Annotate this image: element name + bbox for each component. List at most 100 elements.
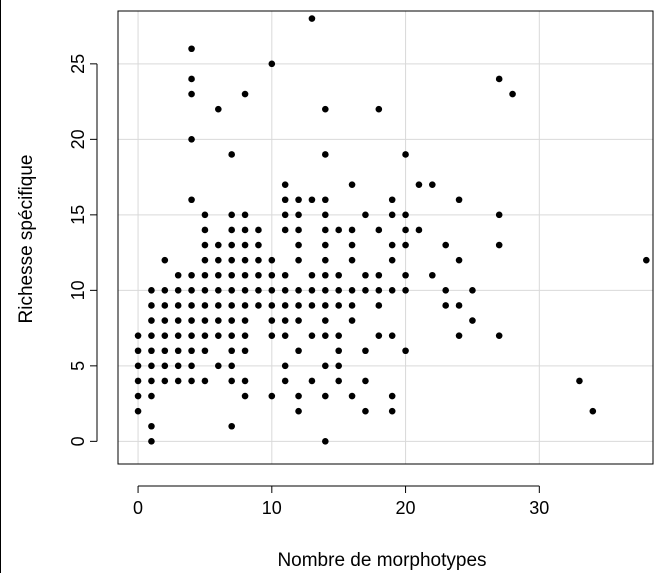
data-point <box>148 317 155 324</box>
y-tick-label: 10 <box>68 280 88 300</box>
data-point <box>161 377 169 385</box>
data-point <box>335 271 342 279</box>
data-point <box>322 211 329 219</box>
data-point <box>442 302 449 309</box>
data-point <box>576 377 583 385</box>
data-point <box>429 271 436 279</box>
data-point <box>188 317 195 324</box>
data-point <box>322 105 329 113</box>
data-point <box>362 347 369 355</box>
data-point <box>388 407 396 415</box>
data-point <box>322 271 329 279</box>
data-point <box>402 287 409 294</box>
data-point <box>174 362 182 370</box>
data-point <box>281 226 289 234</box>
data-point <box>255 287 262 294</box>
data-point <box>241 211 249 219</box>
data-point <box>228 422 235 430</box>
data-point <box>281 317 289 324</box>
data-point <box>228 332 235 339</box>
data-point <box>308 332 316 339</box>
data-point <box>375 287 383 294</box>
data-point <box>161 256 169 264</box>
data-point <box>308 287 316 294</box>
data-point <box>241 347 249 355</box>
data-point <box>509 90 516 98</box>
data-point <box>201 332 209 339</box>
data-point <box>228 287 235 294</box>
data-point <box>402 211 409 219</box>
data-point <box>495 241 503 249</box>
data-point <box>134 362 142 370</box>
data-point <box>348 302 356 309</box>
data-point <box>161 362 169 370</box>
data-point <box>455 196 463 204</box>
data-point <box>322 241 329 249</box>
data-point <box>388 211 396 219</box>
data-point <box>281 271 289 279</box>
data-point <box>201 256 209 264</box>
data-point <box>295 211 302 219</box>
data-point <box>161 347 169 355</box>
x-tick-label: 30 <box>529 498 549 518</box>
data-point <box>215 362 222 370</box>
data-point <box>174 332 182 339</box>
data-point <box>134 407 142 415</box>
data-point <box>161 317 169 324</box>
x-tick-label: 10 <box>262 498 282 518</box>
data-point <box>188 302 195 309</box>
data-point <box>362 271 369 279</box>
data-point <box>322 256 329 264</box>
data-point <box>402 241 409 249</box>
y-tick-label: 5 <box>68 361 88 371</box>
data-point <box>215 241 222 249</box>
data-point <box>188 287 195 294</box>
y-axis: 0 5 10 15 20 25 <box>68 54 98 446</box>
data-point <box>268 302 276 309</box>
data-point <box>241 256 249 264</box>
data-point <box>322 287 329 294</box>
data-point <box>281 332 289 339</box>
data-point <box>402 226 409 234</box>
data-point <box>469 287 476 294</box>
data-point <box>643 256 650 264</box>
data-point <box>201 287 209 294</box>
data-point <box>161 287 169 294</box>
data-point <box>375 105 383 113</box>
data-point <box>241 377 249 385</box>
data-point <box>201 347 209 355</box>
data-point <box>241 332 249 339</box>
data-point <box>268 332 276 339</box>
data-point <box>322 151 329 158</box>
data-point <box>255 302 262 309</box>
data-point <box>201 302 209 309</box>
data-point <box>174 317 182 324</box>
data-point <box>228 211 235 219</box>
data-point <box>335 226 342 234</box>
data-point <box>442 287 449 294</box>
data-point <box>241 241 249 249</box>
data-point <box>335 377 342 385</box>
data-point <box>295 196 302 204</box>
data-point <box>215 332 222 339</box>
data-point <box>188 196 195 204</box>
data-point <box>228 362 235 370</box>
data-point <box>228 317 235 324</box>
data-point <box>215 287 222 294</box>
data-point <box>201 226 209 234</box>
data-point <box>241 302 249 309</box>
data-point <box>281 302 289 309</box>
data-point <box>375 226 383 234</box>
data-point <box>188 75 195 83</box>
data-point <box>295 241 302 249</box>
data-point <box>148 392 155 400</box>
data-point <box>295 407 302 415</box>
data-point <box>308 196 316 204</box>
data-point <box>388 256 396 264</box>
data-point <box>188 45 195 53</box>
data-point <box>322 438 329 445</box>
data-point <box>322 226 329 234</box>
data-point <box>348 241 356 249</box>
data-point <box>362 407 369 415</box>
y-tick-label: 25 <box>68 54 88 74</box>
